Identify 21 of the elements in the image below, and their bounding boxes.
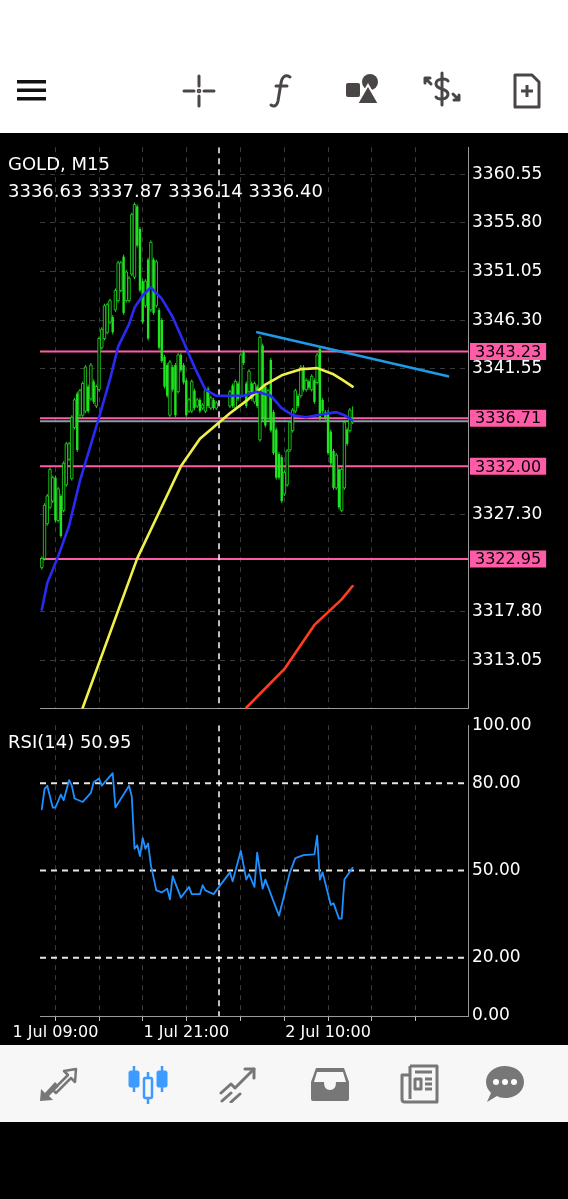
y-tick-label: 3313.05: [472, 648, 543, 669]
text: 3336.63 3337.87 3336.14 3336.40: [8, 179, 323, 201]
chart-title: GOLD, M15: [8, 152, 110, 174]
y-tick-label: 100.00: [472, 713, 532, 734]
y-tick-label: 3355.80: [472, 211, 543, 232]
x-tick-label: 2 Jul 10:00: [285, 1021, 371, 1041]
y-tick-label: 3317.80: [472, 600, 543, 621]
y-tick-label: 0.00: [472, 1004, 510, 1025]
ref-line-label: 3336.71: [475, 408, 542, 428]
x-tick-label: 1 Jul 09:00: [12, 1021, 99, 1041]
y-tick-label: 3327.30: [472, 502, 543, 523]
y-tick-label: 50.00: [472, 859, 521, 880]
x-tick-label: 1 Jul 21:00: [143, 1021, 230, 1041]
y-tick-label: 3360.55: [472, 162, 543, 183]
y-tick-label: 3346.30: [472, 308, 543, 329]
y-tick-label: 20.00: [472, 946, 521, 967]
y-tick-label: 80.00: [472, 771, 521, 792]
ref-line-label: 3332.00: [475, 456, 542, 476]
y-tick-label: 3351.05: [472, 259, 543, 280]
ref-line-label: 3322.95: [475, 549, 542, 569]
chart-title: RSI(14) 50.95: [8, 730, 132, 752]
